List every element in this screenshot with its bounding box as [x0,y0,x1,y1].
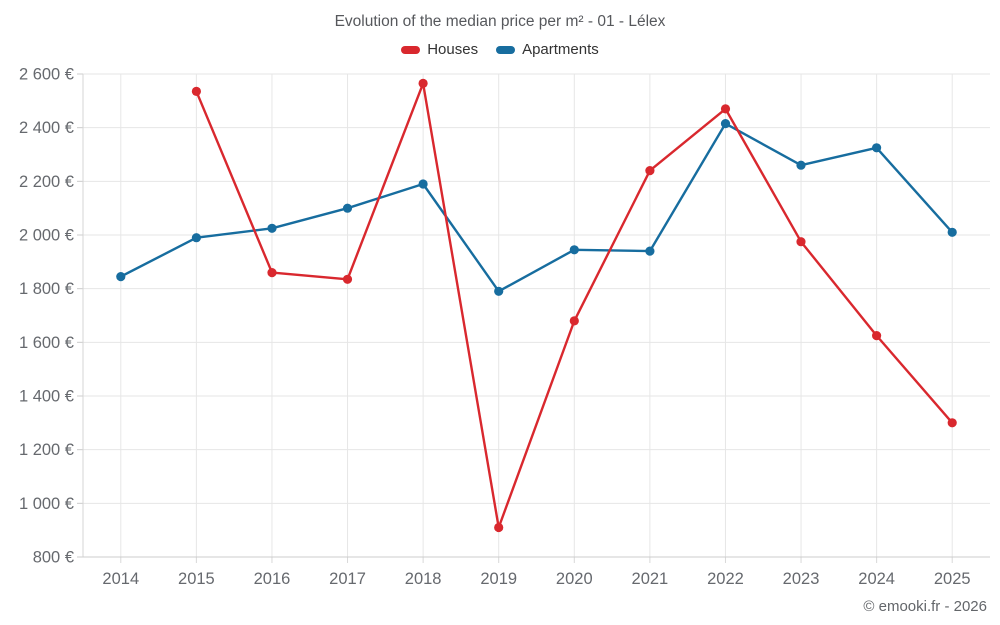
x-axis-label: 2017 [329,570,366,588]
x-axis-label: 2019 [480,570,517,588]
data-point-houses[interactable] [342,274,353,284]
data-point-houses[interactable] [191,86,201,96]
data-point-houses[interactable] [569,316,579,326]
x-axis-label: 2016 [254,570,291,588]
chart-title: Evolution of the median price per m² - 0… [334,13,666,30]
copyright-credit: © emooki.fr - 2026 [863,598,987,615]
y-axis-label: 1 400 € [19,388,74,406]
data-point-apartments[interactable] [872,143,882,153]
x-axis-label: 2021 [632,570,669,588]
y-axis-label: 1 600 € [19,334,74,352]
legend-item-apartments[interactable]: Apartments [496,41,599,58]
y-axis-label: 2 600 € [19,66,74,84]
data-point-houses[interactable] [872,331,882,341]
data-point-apartments[interactable] [116,272,126,282]
apartments-swatch-icon [496,45,516,54]
legend-label-apartments: Apartments [522,41,599,58]
data-point-apartments[interactable] [494,286,504,296]
legend-item-houses[interactable]: Houses [401,41,478,58]
data-point-houses[interactable] [720,104,731,114]
y-axis-label: 1 200 € [19,441,74,459]
data-point-houses[interactable] [418,78,428,88]
legend-label-houses: Houses [427,41,479,58]
x-axis-label: 2020 [556,570,593,588]
data-point-apartments[interactable] [267,223,277,233]
legend: Houses Apartments [0,41,1000,58]
x-axis-label: 2018 [405,570,442,588]
y-axis-label: 800 € [33,549,74,567]
x-axis-label: 2022 [707,570,744,588]
data-point-apartments[interactable] [720,119,731,129]
data-point-apartments[interactable] [418,179,428,189]
data-point-apartments[interactable] [947,227,957,237]
data-point-apartments[interactable] [796,160,806,170]
data-point-apartments[interactable] [342,203,353,213]
data-point-houses[interactable] [267,268,277,278]
data-point-apartments[interactable] [191,233,201,243]
y-axis-label: 2 400 € [19,119,74,137]
data-point-houses[interactable] [796,237,806,247]
y-axis-label: 2 000 € [19,227,74,245]
data-point-apartments[interactable] [645,246,655,256]
data-point-houses[interactable] [494,522,504,533]
series-line-apartments [119,122,954,293]
x-axis-label: 2025 [934,570,971,588]
x-axis-label: 2015 [178,570,215,588]
houses-swatch-icon [401,45,421,54]
y-axis-label: 1 800 € [19,280,74,298]
y-axis-label: 2 200 € [19,173,74,191]
data-point-houses[interactable] [947,418,957,428]
x-axis-label: 2024 [858,570,895,588]
data-point-apartments[interactable] [569,245,579,255]
data-point-houses[interactable] [645,166,655,176]
x-axis-label: 2023 [783,570,820,588]
y-axis-label: 1 000 € [19,495,74,513]
x-axis-label: 2014 [102,570,139,588]
